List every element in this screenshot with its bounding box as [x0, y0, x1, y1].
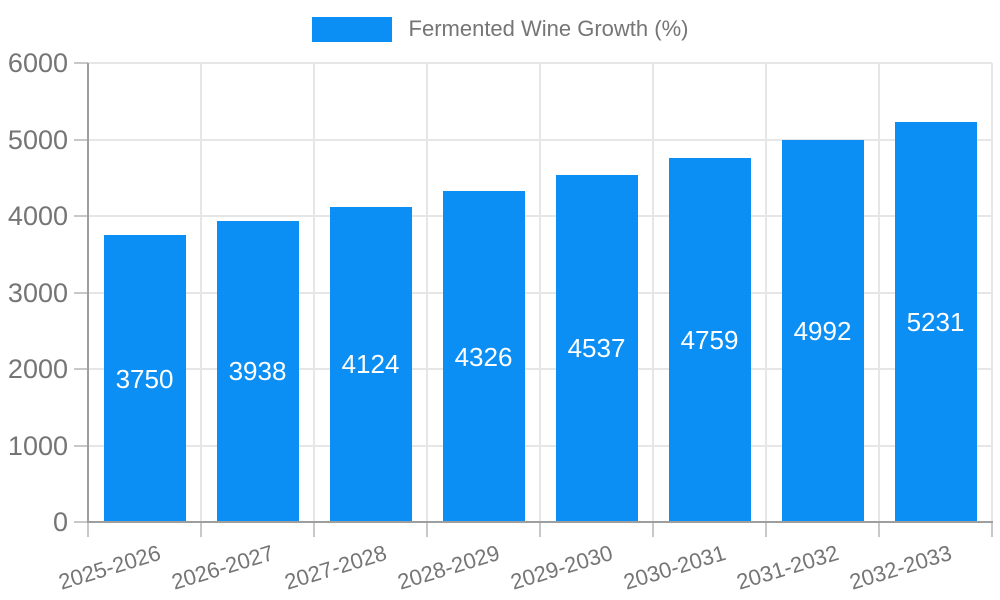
y-tick — [74, 62, 88, 64]
y-tick — [74, 215, 88, 217]
bar — [781, 140, 864, 522]
bar — [329, 206, 412, 522]
bar-value-label: 4992 — [793, 316, 852, 347]
v-gridline — [991, 63, 993, 522]
y-axis-label: 3000 — [7, 277, 68, 308]
x-tick — [313, 522, 315, 537]
y-tick — [74, 444, 88, 447]
x-axis-label: 2031-2032 — [733, 540, 842, 595]
y-axis-line — [87, 63, 89, 522]
legend-series-label: Fermented Wine Growth (%) — [408, 16, 689, 41]
x-axis-label: 2025-2026 — [55, 540, 164, 595]
x-tick — [539, 522, 541, 537]
x-tick — [878, 522, 880, 537]
x-axis-line — [87, 521, 993, 523]
y-tick — [74, 521, 88, 523]
v-gridline — [878, 63, 880, 522]
y-axis-label: 5000 — [7, 124, 68, 155]
y-tick — [74, 368, 88, 370]
bar-value-label: 4124 — [341, 349, 400, 380]
x-axis-label: 2030-2031 — [620, 540, 729, 595]
x-tick — [765, 522, 767, 537]
bar-value-label: 3938 — [228, 356, 287, 387]
y-axis-label: 6000 — [7, 48, 68, 78]
x-axis-label: 2026-2027 — [168, 540, 277, 595]
y-axis-label: 4000 — [7, 201, 68, 231]
v-gridline — [652, 63, 654, 522]
v-gridline — [765, 63, 767, 522]
y-axis-label: 1000 — [7, 430, 68, 461]
y-tick — [74, 138, 88, 141]
bar — [555, 174, 638, 522]
bar-value-label: 4326 — [454, 341, 513, 372]
bar-value-label: 4759 — [680, 324, 739, 355]
bar — [668, 157, 751, 522]
x-tick — [200, 522, 202, 537]
x-axis-label: 2028-2029 — [394, 540, 503, 595]
x-tick — [991, 522, 993, 537]
bar-value-label: 5231 — [906, 306, 965, 337]
v-gridline — [200, 63, 202, 522]
y-tick — [74, 291, 88, 294]
bar — [103, 235, 186, 522]
v-gridline — [426, 63, 428, 522]
legend-swatch — [311, 16, 392, 42]
bar — [216, 220, 299, 522]
x-axis-label: 2027-2028 — [281, 540, 390, 595]
bar — [442, 191, 525, 522]
y-axis-label: 2000 — [7, 354, 68, 384]
v-gridline — [313, 63, 315, 522]
x-tick — [87, 522, 89, 537]
v-gridline — [539, 63, 541, 522]
bar-value-label: 3750 — [115, 363, 174, 394]
x-tick — [652, 522, 654, 537]
bar — [894, 121, 977, 522]
chart-legend: Fermented Wine Growth (%) — [0, 16, 1000, 42]
y-axis-label: 0 — [52, 507, 68, 537]
x-axis-label: 2032-2033 — [846, 540, 955, 595]
x-axis-label: 2029-2030 — [507, 540, 616, 595]
x-tick — [426, 522, 428, 537]
bar-value-label: 4537 — [567, 333, 626, 364]
